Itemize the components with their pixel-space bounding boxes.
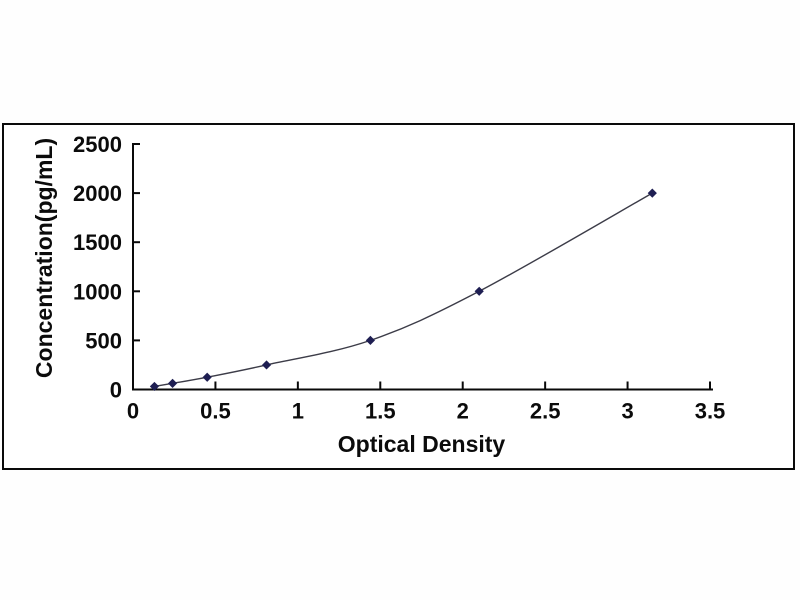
y-tick-label: 1000 <box>73 279 122 304</box>
y-tick-label: 2500 <box>73 132 122 157</box>
y-tick-label: 2000 <box>73 181 122 206</box>
x-tick-label: 2.5 <box>530 399 561 424</box>
data-point-marker <box>474 286 484 296</box>
x-tick-label: 3.5 <box>695 399 726 424</box>
axes-lines <box>132 143 713 391</box>
x-axis-title: Optical Density <box>338 431 506 457</box>
y-tick-label: 1500 <box>73 230 122 255</box>
y-tick-label: 0 <box>110 378 122 403</box>
data-point-marker <box>167 378 178 388</box>
data-point-marker <box>647 188 657 198</box>
x-tick-label: 0 <box>127 399 139 424</box>
x-tick-label: 2 <box>457 399 469 424</box>
x-tick-label: 3 <box>621 399 633 424</box>
x-tick-label: 1 <box>292 399 304 424</box>
chart-frame <box>2 123 795 470</box>
x-tick-label: 1.5 <box>365 399 396 424</box>
standard-curve-line <box>154 192 653 388</box>
data-point-marker <box>365 335 375 345</box>
y-axis-title: Concentration(pg/mL) <box>31 138 57 378</box>
data-point-marker <box>261 360 272 370</box>
data-point-marker <box>202 372 212 382</box>
data-point-marker <box>149 381 160 392</box>
y-tick-label: 500 <box>85 328 122 353</box>
x-tick-label: 0.5 <box>200 399 231 424</box>
